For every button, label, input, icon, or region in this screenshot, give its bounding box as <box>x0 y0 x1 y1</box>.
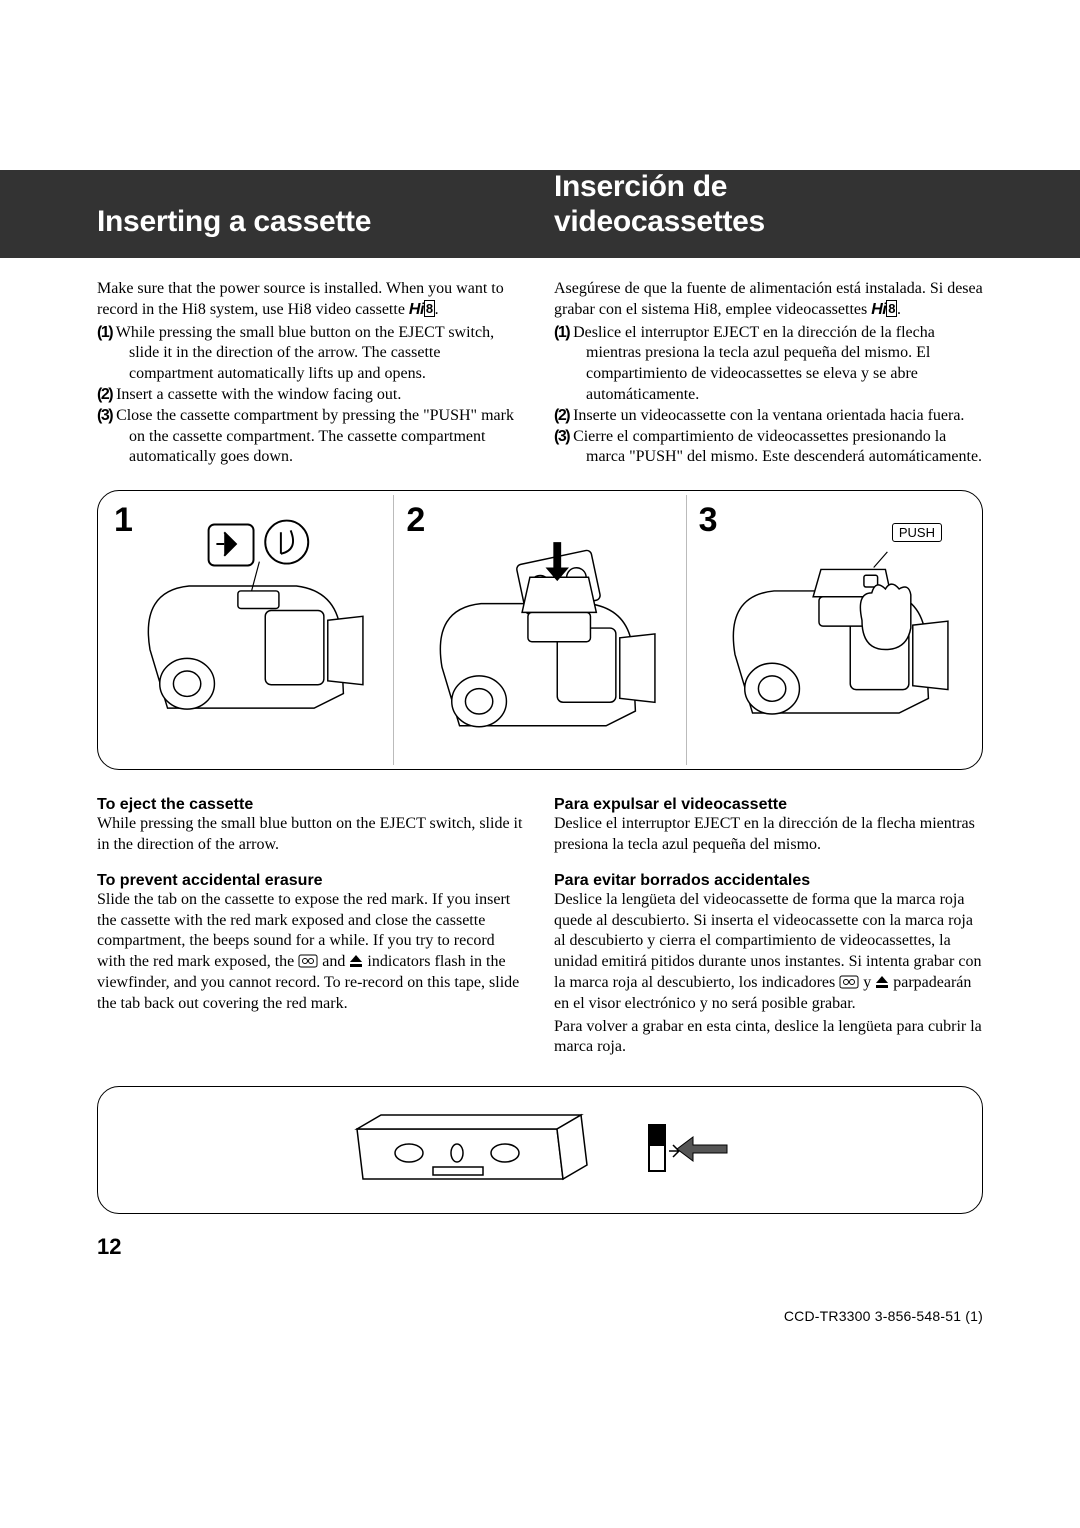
title-right-line1: Inserción de <box>554 170 727 203</box>
illus-num-1: 1 <box>114 501 133 540</box>
right-step1-text: Deslice el interruptor EJECT en la direc… <box>573 324 935 403</box>
left-step-2: (2) Insert a cassette with the window fa… <box>97 385 526 406</box>
cassette-icon <box>347 1105 607 1195</box>
title-row: Inserting a cassette Inserción de videoc… <box>97 170 983 251</box>
footer-text: CCD-TR3300 3-856-548-51 (1) <box>97 1308 983 1324</box>
sub-columns: To eject the cassette While pressing the… <box>97 794 983 1074</box>
right-sub-column: Para expulsar el videocassette Deslice e… <box>554 794 983 1074</box>
right-step-3: (3) Cierre el compartimiento de videocas… <box>554 427 983 469</box>
hi8-icon: Hi8 <box>409 301 435 318</box>
illus-num-2: 2 <box>406 501 425 540</box>
left-sub1-text: While pressing the small blue button on … <box>97 814 526 856</box>
right-intro: Asegúrese de que la fuente de alimentaci… <box>554 279 983 321</box>
illus-cell-1: 1 <box>102 495 393 765</box>
cassette-indicator-icon <box>298 954 318 968</box>
left-intro-text: Make sure that the power source is insta… <box>97 280 504 318</box>
hand-icon <box>860 584 910 649</box>
left-sub1-head: To eject the cassette <box>97 796 526 814</box>
left-step2-text: Insert a cassette with the window facing… <box>116 386 401 403</box>
right-sub2-text: Deslice la lengüeta del videocassette de… <box>554 890 983 1015</box>
title-right: Inserción de videocassettes <box>554 170 983 251</box>
left-steps: (1) While pressing the small blue button… <box>97 323 526 469</box>
intro-columns: Make sure that the power source is insta… <box>97 279 983 468</box>
right-sub2-text-d: Para volver a grabar en esta cinta, desl… <box>554 1017 983 1059</box>
illus-cell-3: 3 PUSH <box>686 495 978 765</box>
left-sub-column: To eject the cassette While pressing the… <box>97 794 526 1074</box>
camcorder-icon-1 <box>110 503 385 757</box>
illus-num-3: 3 <box>699 501 718 540</box>
right-step-2: (2) Inserte un videocassette con la vent… <box>554 406 983 427</box>
right-sub2-head: Para evitar borrados accidentales <box>554 872 983 890</box>
title-left: Inserting a cassette <box>97 205 526 252</box>
tab-slide-icon <box>643 1115 733 1185</box>
left-step-3: (3) Close the cassette compartment by pr… <box>97 406 526 468</box>
right-sub2b: y <box>863 974 875 991</box>
cassette-illustration <box>97 1086 983 1214</box>
right-sub1-text: Deslice el interruptor EJECT en la direc… <box>554 814 983 856</box>
cassette-indicator-icon <box>839 975 859 989</box>
left-column: Make sure that the power source is insta… <box>97 279 526 468</box>
right-step2-text: Inserte un videocassette con la ventana … <box>573 407 964 424</box>
illustration-row: 1 <box>97 490 983 770</box>
eject-indicator-icon <box>349 954 363 968</box>
page-content: Inserting a cassette Inserción de videoc… <box>0 0 1080 1374</box>
left-step-1: (1) While pressing the small blue button… <box>97 323 526 385</box>
right-step-1: (1) Deslice el interruptor EJECT en la d… <box>554 323 983 406</box>
right-column: Asegúrese de que la fuente de alimentaci… <box>554 279 983 468</box>
left-sub2-head: To prevent accidental erasure <box>97 872 526 890</box>
page-number: 12 <box>97 1234 983 1260</box>
right-intro-text: Asegúrese de que la fuente de alimentaci… <box>554 280 983 318</box>
title-right-line2: videocassettes <box>554 205 765 238</box>
camcorder-icon-2 <box>402 503 677 757</box>
hi8-icon: Hi8 <box>871 301 897 318</box>
left-step1-text: While pressing the small blue button on … <box>116 324 494 383</box>
push-label: PUSH <box>892 523 942 542</box>
illus-cell-2: 2 <box>393 495 685 765</box>
left-step3-text: Close the cassette compartment by pressi… <box>116 407 514 466</box>
left-sub2b: and <box>322 953 349 970</box>
right-steps: (1) Deslice el interruptor EJECT en la d… <box>554 323 983 469</box>
eject-indicator-icon <box>875 975 889 989</box>
right-step3-text: Cierre el compartimiento de videocassett… <box>573 428 982 466</box>
left-sub2-text: Slide the tab on the cassette to expose … <box>97 890 526 1015</box>
right-sub1-head: Para expulsar el videocassette <box>554 796 983 814</box>
left-intro: Make sure that the power source is insta… <box>97 279 526 321</box>
